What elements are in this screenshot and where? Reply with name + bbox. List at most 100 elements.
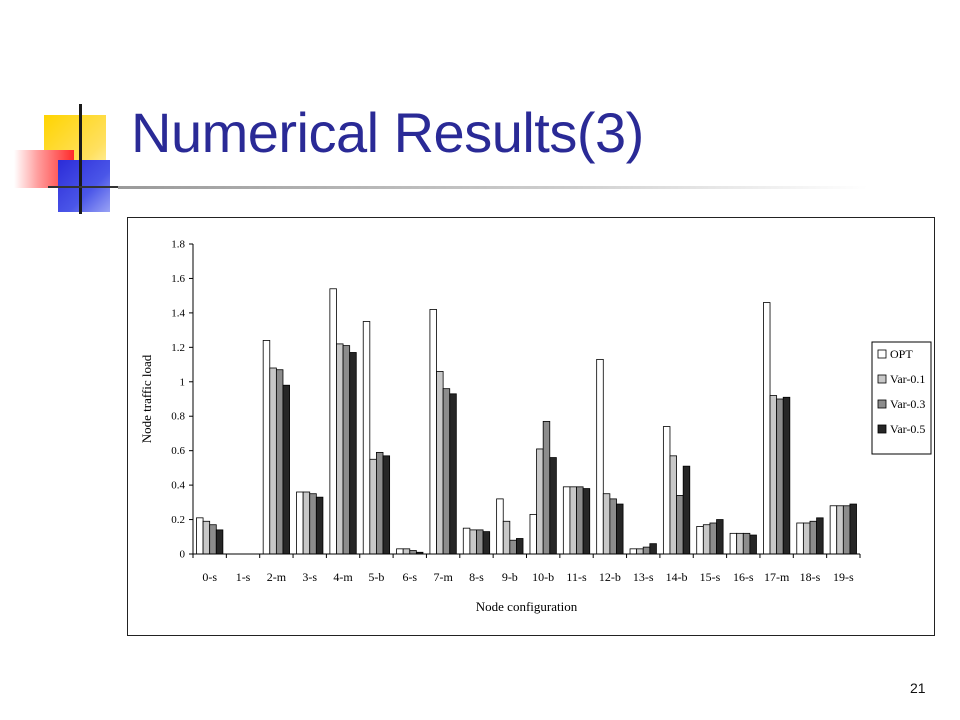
bar-opt-10-b — [529, 513, 537, 555]
bar-opt-13-s — [629, 548, 638, 555]
legend-label: Var-0.5 — [890, 422, 925, 436]
x-tick-label: 4-m — [333, 570, 353, 584]
legend: OPT Var-0.1 Var-0.3 Var-0.5 — [871, 341, 932, 455]
bar-opt-17-m — [763, 302, 771, 555]
bar-var-0-3-14-b — [676, 495, 684, 555]
axis-labels: 0 0.2 0.4 0.6 0.8 1 1.2 1.4 1.6 1.8 0-s 1-s 2-m 3-s 4-… — [139, 239, 854, 615]
x-tick-label: 6-s — [402, 570, 417, 584]
bar-var-0-5-7-m — [449, 393, 457, 555]
bar-opt-18-s — [796, 522, 804, 555]
x-tick-label: 12-b — [599, 570, 621, 584]
bar-var-0-5-18-s — [816, 517, 824, 555]
bar-opt-19-s — [829, 505, 838, 555]
bar-var-0-3-7-m — [442, 388, 451, 555]
bar-opt-9-b — [496, 498, 504, 555]
legend-swatch-var-0-5 — [877, 424, 887, 434]
axes — [189, 243, 861, 558]
legend-label: Var-0.3 — [890, 397, 925, 411]
y-tick-label: 1 — [180, 376, 186, 388]
bar-var-0-5-2-m — [282, 384, 290, 555]
bar-var-0-1-13-s — [636, 548, 644, 555]
bar-var-0-1-2-m — [269, 367, 277, 555]
bar-var-0-5-11-s — [582, 488, 591, 555]
bar-var-0-1-6-s — [402, 548, 411, 555]
bar-var-0-3-15-s — [709, 522, 717, 555]
x-tick-label: 14-b — [666, 570, 688, 584]
y-tick-label: 0.4 — [171, 480, 185, 492]
bar-var-0-1-15-s — [702, 524, 711, 555]
bar-opt-8-s — [462, 527, 471, 555]
bar-opt-4-m — [329, 288, 337, 555]
bar-var-0-3-17-m — [776, 398, 784, 555]
legend-swatch-var-0-1 — [877, 374, 887, 384]
x-tick-label: 19-s — [833, 570, 854, 584]
bar-var-0-5-10-b — [549, 457, 557, 555]
bar-var-0-3-6-s — [409, 550, 417, 555]
y-axis-title: Node traffic load — [139, 354, 154, 443]
chart-frame: 0 0.2 0.4 0.6 0.8 1 1.2 1.4 1.6 1.8 0-s 1-s 2-m 3-s 4-… — [127, 217, 935, 636]
x-tick-label: 18-s — [800, 570, 821, 584]
x-tick-label: 0-s — [202, 570, 217, 584]
legend-swatch-opt — [877, 349, 887, 359]
bar-var-0-1-8-s — [469, 529, 477, 555]
y-tick-label: 0.2 — [171, 514, 185, 526]
bar-var-0-5-15-s — [716, 519, 724, 555]
bar-var-0-1-3-s — [302, 491, 311, 555]
decor-vertical-line — [79, 104, 82, 214]
slide-title: Numerical Results(3) — [131, 101, 644, 164]
bar-var-0-3-3-s — [309, 493, 317, 555]
bar-var-0-5-9-b — [516, 538, 524, 555]
bar-opt-6-s — [396, 548, 404, 555]
x-tick-label: 5-b — [368, 570, 384, 584]
bar-var-0-3-11-s — [576, 486, 584, 555]
bar-var-0-5-3-s — [315, 496, 324, 555]
bar-var-0-1-17-m — [769, 395, 778, 555]
bar-opt-12-b — [596, 358, 604, 555]
bar-var-0-3-13-s — [642, 546, 651, 555]
bar-var-0-1-16-s — [736, 532, 744, 555]
bar-var-0-1-7-m — [436, 371, 444, 555]
bar-chart: 0 0.2 0.4 0.6 0.8 1 1.2 1.4 1.6 1.8 0-s 1-s 2-m 3-s 4-… — [139, 239, 932, 615]
x-tick-label: 7-m — [433, 570, 453, 584]
bar-var-0-3-9-b — [509, 539, 517, 555]
bar-var-0-1-0-s — [202, 520, 211, 555]
y-tick-label: 0.8 — [171, 411, 185, 423]
bar-var-0-5-0-s — [215, 529, 224, 555]
title-underline — [118, 186, 868, 189]
bar-opt-2-m — [262, 340, 271, 555]
x-tick-label: 1-s — [236, 570, 251, 584]
bar-opt-15-s — [696, 526, 704, 555]
y-tick-label: 0 — [180, 549, 186, 561]
bar-var-0-5-13-s — [649, 543, 657, 555]
x-axis-title: Node configuration — [476, 599, 578, 614]
decor-horizontal-line — [48, 186, 118, 188]
bar-var-0-1-19-s — [836, 505, 844, 555]
legend-swatch-var-0-3 — [877, 399, 887, 409]
bar-var-0-1-4-m — [336, 343, 344, 555]
bar-var-0-1-12-b — [602, 493, 611, 555]
x-tick-label: 8-s — [469, 570, 484, 584]
bar-var-0-1-18-s — [802, 522, 811, 555]
y-tick-label: 1.2 — [171, 342, 185, 354]
bar-opt-11-s — [562, 486, 571, 555]
bar-var-0-3-16-s — [742, 532, 751, 555]
y-tick-label: 1.6 — [171, 273, 185, 285]
bar-var-0-3-12-b — [609, 498, 617, 555]
legend-box — [871, 341, 932, 455]
bar-opt-16-s — [729, 532, 738, 555]
x-tick-label: 10-b — [532, 570, 554, 584]
x-tick-label: 16-s — [733, 570, 754, 584]
bar-var-0-1-10-b — [536, 448, 544, 555]
bar-var-0-3-10-b — [542, 420, 551, 555]
bar-opt-7-m — [429, 309, 437, 555]
bar-opt-5-b — [362, 321, 371, 555]
bar-opt-0-s — [196, 517, 204, 555]
y-tick-label: 1.8 — [171, 239, 185, 251]
x-tick-label: 2-m — [267, 570, 287, 584]
bar-var-0-5-12-b — [616, 503, 624, 555]
bar-opt-3-s — [296, 491, 304, 555]
bar-var-0-3-0-s — [209, 524, 217, 555]
page-number: 21 — [910, 680, 926, 696]
bar-var-0-1-14-b — [669, 455, 677, 555]
bar-var-0-5-14-b — [682, 465, 691, 555]
